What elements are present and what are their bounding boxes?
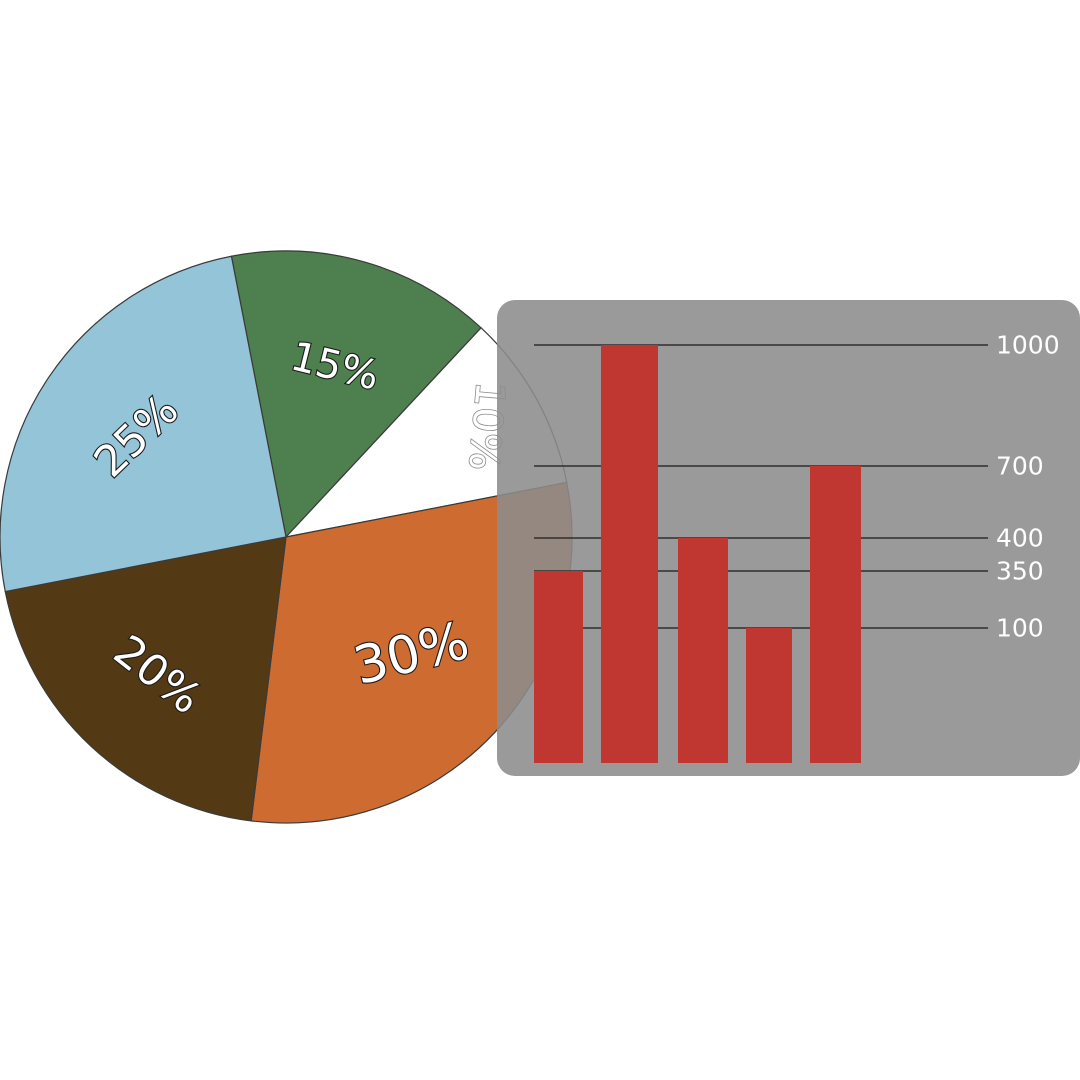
tick-label: 700 <box>996 452 1044 481</box>
tick-label: 350 <box>996 557 1044 586</box>
pie-chart: 15%10%30%20%25% <box>0 250 573 824</box>
bar-chart: 1000 700 400 350 100 <box>497 300 1080 776</box>
pie-slice-15-percent <box>230 250 482 539</box>
pie-slice-25-percent <box>0 255 287 593</box>
tick-label: 400 <box>996 524 1044 553</box>
bar-2 <box>601 345 658 763</box>
tick-labels: 1000 700 400 350 100 <box>996 331 1060 643</box>
bar-5 <box>810 466 861 763</box>
bar-1 <box>534 571 583 763</box>
bars <box>534 345 861 763</box>
bar-3 <box>678 538 728 763</box>
pie-slice-20-percent <box>4 536 287 822</box>
tick-label: 1000 <box>996 331 1060 360</box>
tick-label: 100 <box>996 614 1044 643</box>
bar-4 <box>746 628 792 763</box>
